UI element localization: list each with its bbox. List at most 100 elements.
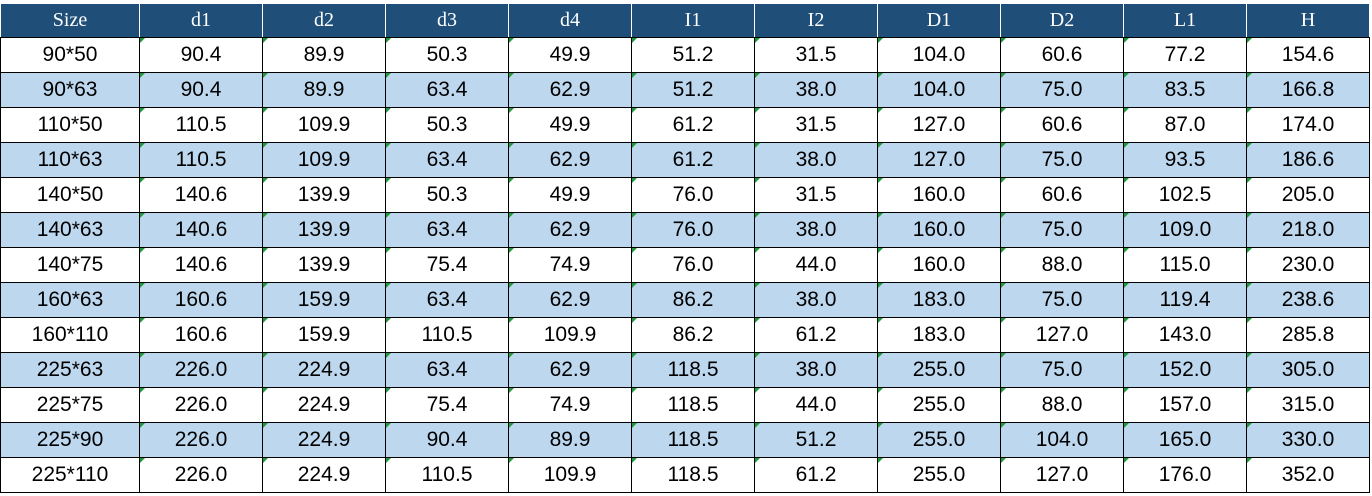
value-cell: 224.9 bbox=[262, 422, 386, 458]
header-cell: D2 bbox=[1000, 3, 1124, 38]
value-cell: 61.2 bbox=[631, 107, 755, 143]
value-cell: 86.2 bbox=[631, 282, 755, 318]
header-cell: Size bbox=[0, 3, 140, 38]
value-cell: 75.0 bbox=[1000, 352, 1124, 388]
value-cell: 38.0 bbox=[754, 72, 878, 108]
value-cell: 51.2 bbox=[754, 422, 878, 458]
table-row: 110*50 110.5 109.9 50.3 49.9 61.2 31.5 127.0 60.… bbox=[0, 107, 1370, 143]
value-cell: 62.9 bbox=[508, 142, 632, 178]
value-cell: 139.9 bbox=[262, 177, 386, 213]
size-cell: 160*110 bbox=[0, 317, 140, 353]
value-cell: 63.4 bbox=[385, 142, 509, 178]
value-cell: 62.9 bbox=[508, 212, 632, 248]
value-cell: 75.0 bbox=[1000, 142, 1124, 178]
value-cell: 63.4 bbox=[385, 212, 509, 248]
size-cell: 225*90 bbox=[0, 422, 140, 458]
table-row: 140*50 140.6 139.9 50.3 49.9 76.0 31.5 160.0 60.… bbox=[0, 177, 1370, 213]
header-cell: L1 bbox=[1123, 3, 1247, 38]
table-row: 225*63 226.0 224.9 63.4 62.9 118.5 38.0 255.0 75… bbox=[0, 352, 1370, 388]
value-cell: 89.9 bbox=[262, 72, 386, 108]
value-cell: 75.4 bbox=[385, 387, 509, 423]
value-cell: 104.0 bbox=[877, 72, 1001, 108]
value-cell: 186.6 bbox=[1246, 142, 1370, 178]
value-cell: 50.3 bbox=[385, 107, 509, 143]
value-cell: 315.0 bbox=[1246, 387, 1370, 423]
header-cell: d2 bbox=[262, 3, 386, 38]
value-cell: 330.0 bbox=[1246, 422, 1370, 458]
value-cell: 31.5 bbox=[754, 107, 878, 143]
value-cell: 38.0 bbox=[754, 142, 878, 178]
table-row: 140*75 140.6 139.9 75.4 74.9 76.0 44.0 160.0 88.… bbox=[0, 247, 1370, 283]
value-cell: 75.0 bbox=[1000, 212, 1124, 248]
value-cell: 90.4 bbox=[139, 72, 263, 108]
value-cell: 140.6 bbox=[139, 212, 263, 248]
table-row: 225*110 226.0 224.9 110.5 109.9 118.5 61.2 255.… bbox=[0, 457, 1370, 493]
size-cell: 140*63 bbox=[0, 212, 140, 248]
value-cell: 305.0 bbox=[1246, 352, 1370, 388]
value-cell: 152.0 bbox=[1123, 352, 1247, 388]
value-cell: 159.9 bbox=[262, 282, 386, 318]
value-cell: 115.0 bbox=[1123, 247, 1247, 283]
size-cell: 140*50 bbox=[0, 177, 140, 213]
size-cell: 225*110 bbox=[0, 457, 140, 493]
value-cell: 139.9 bbox=[262, 247, 386, 283]
table-row: 225*90 226.0 224.9 90.4 89.9 118.5 51.2 255.0 10… bbox=[0, 422, 1370, 458]
value-cell: 89.9 bbox=[262, 37, 386, 73]
value-cell: 62.9 bbox=[508, 282, 632, 318]
value-cell: 285.8 bbox=[1246, 317, 1370, 353]
value-cell: 176.0 bbox=[1123, 457, 1247, 493]
value-cell: 127.0 bbox=[1000, 317, 1124, 353]
value-cell: 154.6 bbox=[1246, 37, 1370, 73]
value-cell: 226.0 bbox=[139, 457, 263, 493]
value-cell: 109.9 bbox=[508, 457, 632, 493]
value-cell: 218.0 bbox=[1246, 212, 1370, 248]
value-cell: 51.2 bbox=[631, 72, 755, 108]
value-cell: 76.0 bbox=[631, 177, 755, 213]
value-cell: 76.0 bbox=[631, 212, 755, 248]
value-cell: 140.6 bbox=[139, 177, 263, 213]
table-row: 160*110 160.6 159.9 110.5 109.9 86.2 61.2 183.0… bbox=[0, 317, 1370, 353]
value-cell: 118.5 bbox=[631, 457, 755, 493]
value-cell: 75.0 bbox=[1000, 282, 1124, 318]
value-cell: 62.9 bbox=[508, 352, 632, 388]
value-cell: 118.5 bbox=[631, 352, 755, 388]
value-cell: 38.0 bbox=[754, 282, 878, 318]
value-cell: 83.5 bbox=[1123, 72, 1247, 108]
value-cell: 61.2 bbox=[754, 317, 878, 353]
value-cell: 165.0 bbox=[1123, 422, 1247, 458]
value-cell: 140.6 bbox=[139, 247, 263, 283]
value-cell: 38.0 bbox=[754, 352, 878, 388]
value-cell: 110.5 bbox=[385, 317, 509, 353]
value-cell: 118.5 bbox=[631, 422, 755, 458]
value-cell: 50.3 bbox=[385, 37, 509, 73]
size-cell: 225*63 bbox=[0, 352, 140, 388]
value-cell: 76.0 bbox=[631, 247, 755, 283]
table-row: 110*63 110.5 109.9 63.4 62.9 61.2 38.0 127.0 75.… bbox=[0, 142, 1370, 178]
value-cell: 110.5 bbox=[385, 457, 509, 493]
table-row: 140*63 140.6 139.9 63.4 62.9 76.0 38.0 160.0 75.… bbox=[0, 212, 1370, 248]
value-cell: 49.9 bbox=[508, 177, 632, 213]
value-cell: 60.6 bbox=[1000, 177, 1124, 213]
size-cell: 160*63 bbox=[0, 282, 140, 318]
value-cell: 255.0 bbox=[877, 387, 1001, 423]
value-cell: 63.4 bbox=[385, 72, 509, 108]
value-cell: 38.0 bbox=[754, 212, 878, 248]
header-cell: D1 bbox=[877, 3, 1001, 38]
value-cell: 119.4 bbox=[1123, 282, 1247, 318]
value-cell: 226.0 bbox=[139, 422, 263, 458]
value-cell: 224.9 bbox=[262, 352, 386, 388]
value-cell: 102.5 bbox=[1123, 177, 1247, 213]
table-row: 90*63 90.4 89.9 63.4 62.9 51.2 38.0 104.0 75.0 83… bbox=[0, 72, 1370, 108]
header-cell: d4 bbox=[508, 3, 632, 38]
size-cell: 90*50 bbox=[0, 37, 140, 73]
value-cell: 109.9 bbox=[508, 317, 632, 353]
header-cell: I2 bbox=[754, 3, 878, 38]
value-cell: 109.0 bbox=[1123, 212, 1247, 248]
value-cell: 63.4 bbox=[385, 352, 509, 388]
value-cell: 88.0 bbox=[1000, 387, 1124, 423]
value-cell: 44.0 bbox=[754, 247, 878, 283]
table-row: 90*50 90.4 89.9 50.3 49.9 51.2 31.5 104.0 60.6 77… bbox=[0, 37, 1370, 73]
value-cell: 31.5 bbox=[754, 37, 878, 73]
value-cell: 31.5 bbox=[754, 177, 878, 213]
size-cell: 110*50 bbox=[0, 107, 140, 143]
